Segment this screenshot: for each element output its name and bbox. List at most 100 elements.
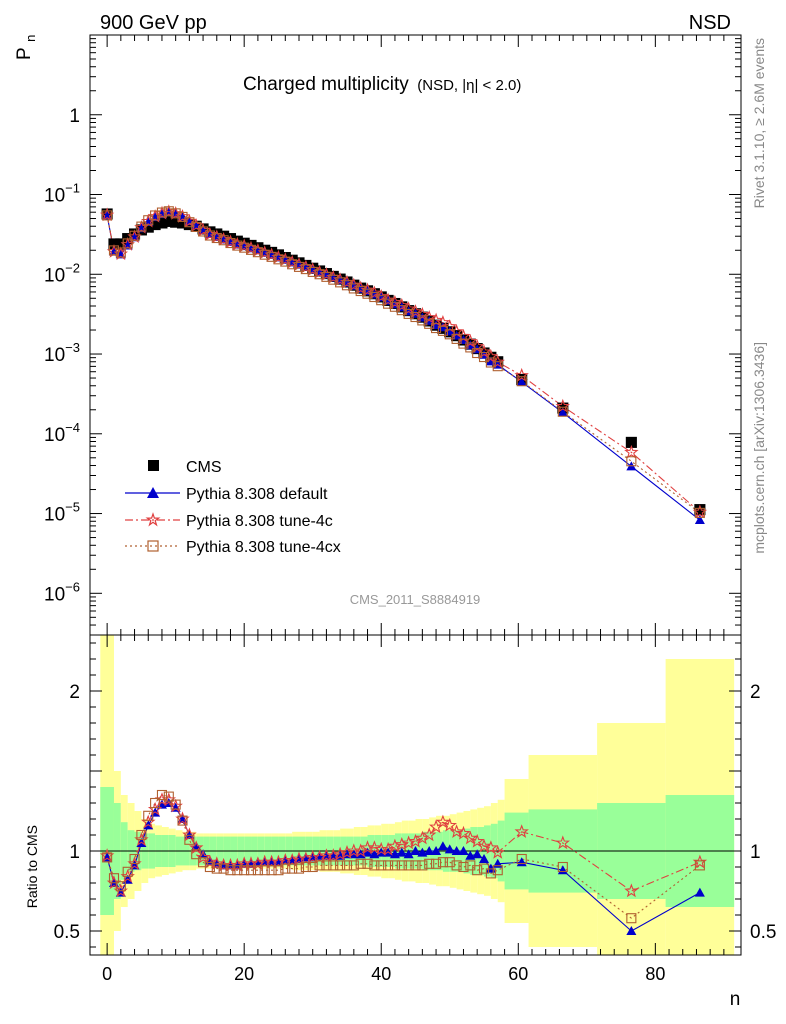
tune4c-point-main xyxy=(470,339,485,353)
tune4cx-point-ratio xyxy=(163,791,174,802)
tune4c-point-ratio xyxy=(271,854,286,869)
tune4cx-point-main xyxy=(403,308,414,319)
y-tick-label-ratio-right: 2 xyxy=(750,682,761,703)
tune4cx-point-main xyxy=(150,210,161,221)
tune4c-point-main xyxy=(387,294,403,309)
tune4cx-point-ratio xyxy=(218,863,229,874)
tune4cx-point-ratio xyxy=(341,860,353,871)
tune4cx-point-main xyxy=(156,207,168,218)
tune4c-point-main xyxy=(483,349,499,363)
y-tick-label-ratio-left: 0.5 xyxy=(54,922,80,943)
tune4cx-point-main xyxy=(321,271,332,282)
plot-title-sub: (NSD, |η| < 2.0) xyxy=(417,77,521,94)
legend-label-tune4cx: Pythia 8.308 tune-4cx xyxy=(186,539,341,556)
y-tick-label-ratio-right: 1 xyxy=(750,842,761,863)
tune4cx-point-main xyxy=(362,288,373,299)
main-series xyxy=(99,204,708,525)
legend: CMS Pythia 8.308 default Pythia 8.308 tu… xyxy=(125,459,341,556)
default-point-ratio xyxy=(444,844,455,854)
plot-title: Charged multiplicity (NSD, |η| < 2.0) xyxy=(243,74,521,95)
default-point-ratio xyxy=(341,849,352,859)
tune4cx-point-ratio xyxy=(170,799,181,810)
x-tick-label: 80 xyxy=(645,964,665,984)
x-tick-label: 40 xyxy=(371,964,391,984)
y-tick-label-exponent: −4 xyxy=(65,420,80,435)
tune4cx-point-ratio xyxy=(156,789,168,801)
tune4cx-point-main xyxy=(485,357,496,368)
tune4c-point-main xyxy=(374,289,389,303)
tune4c-point-ratio xyxy=(298,851,314,866)
ratio-line-tune4c xyxy=(106,799,701,893)
y-tick-label-ratio-left: 1 xyxy=(69,842,80,863)
tune4cx-point-ratio xyxy=(239,865,250,876)
tune4cx-point-main xyxy=(259,249,270,260)
tune4cx-point-ratio xyxy=(328,860,339,871)
default-point-ratio xyxy=(431,846,442,855)
default-point-ratio xyxy=(694,887,705,897)
tune4cx-point-ratio xyxy=(417,860,428,871)
header-right-label: NSD xyxy=(689,12,731,34)
tune4c-point-main xyxy=(428,312,444,327)
ratio-uncertainty-bands xyxy=(90,635,741,955)
tune4c-point-main xyxy=(435,315,451,329)
tune4c-point-main xyxy=(394,297,409,312)
default-point-main xyxy=(557,407,568,417)
y-tick-label-main: 10−6 xyxy=(44,579,80,605)
tune4cx-point-ratio xyxy=(383,860,394,871)
analysis-watermark: CMS_2011_S8884919 xyxy=(350,592,481,607)
y-tick-label-base: 10 xyxy=(44,345,65,366)
tune4cx-point-ratio xyxy=(300,861,311,873)
tune4cx-point-main xyxy=(232,240,243,251)
tune4cx-point-ratio xyxy=(444,857,455,868)
tune4c-point-ratio xyxy=(442,817,457,832)
tune4cx-point-ratio xyxy=(369,860,380,871)
default-point-ratio xyxy=(626,926,637,935)
tune4cx-point-main xyxy=(516,376,527,387)
tune4c-point-ratio xyxy=(367,840,382,854)
tune4cx-point-main xyxy=(225,237,236,249)
x-tick-label: 60 xyxy=(508,964,528,984)
tune4cx-point-main xyxy=(136,221,147,232)
tune4cx-point-main xyxy=(626,456,637,467)
tune4c-point-ratio xyxy=(182,827,197,842)
tune4cx-point-main xyxy=(314,269,325,280)
legend-marker-tune4c xyxy=(145,512,161,527)
y-tick-label-main: 10−4 xyxy=(44,420,80,446)
y-tick-label-exponent: −1 xyxy=(65,181,80,196)
side-label-rivet: Rivet 3.1.10, ≥ 2.6M events xyxy=(751,38,767,208)
tune4c-point-main xyxy=(367,285,382,300)
tune4cx-point-ratio xyxy=(492,865,503,876)
tune4cx-point-main xyxy=(557,406,568,417)
tune4c-point-ratio xyxy=(624,883,639,898)
tune4cx-point-ratio xyxy=(280,863,291,874)
tune4cx-point-main xyxy=(273,254,284,265)
y-tick-label-main: 10−5 xyxy=(44,500,80,526)
x-axis-label: n xyxy=(730,989,741,1010)
tune4cx-point-ratio xyxy=(287,863,298,874)
tune4cx-point-ratio xyxy=(431,858,442,869)
tune4cx-point-ratio xyxy=(314,860,325,871)
tune4c-point-ratio xyxy=(476,838,492,853)
tune4cx-point-ratio xyxy=(191,849,202,860)
tune4cx-point-main xyxy=(170,208,181,219)
tune4cx-point-ratio xyxy=(626,913,637,924)
tune4cx-point-main xyxy=(396,305,407,316)
legend-label-cms: CMS xyxy=(186,459,222,476)
tune4c-point-main xyxy=(380,292,396,307)
tune4cx-point-ratio xyxy=(389,860,400,871)
y-tick-label-main: 10−3 xyxy=(44,340,80,366)
tune4c-point-ratio xyxy=(422,827,437,842)
default-point-ratio xyxy=(396,847,407,857)
tune4cx-point-ratio xyxy=(122,866,133,877)
tune4c-point-main xyxy=(442,319,457,333)
tune4cx-point-ratio xyxy=(458,861,469,873)
tune4cx-point-main xyxy=(335,277,346,288)
tune4c-point-ratio xyxy=(332,846,348,861)
tune4c-point-ratio xyxy=(339,845,355,859)
ratio-plot-frame xyxy=(89,634,742,956)
tune4cx-point-main xyxy=(108,245,120,256)
tune4cx-point-ratio xyxy=(335,860,346,871)
tune4c-point-main xyxy=(555,398,570,413)
tune4cx-point-main xyxy=(376,295,387,306)
